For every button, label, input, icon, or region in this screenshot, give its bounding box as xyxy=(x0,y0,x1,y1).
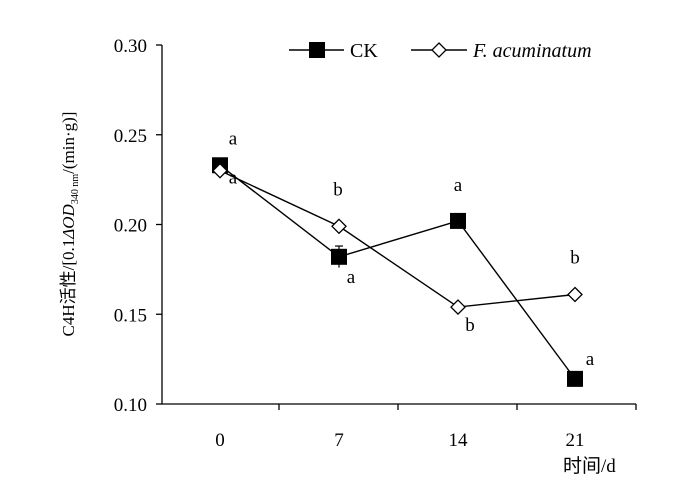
y-axis-ticks: 0.10 0.15 0.20 0.25 0.30 xyxy=(114,36,162,416)
y-tick-label: 0.25 xyxy=(114,126,147,147)
legend-fa-marker xyxy=(431,42,447,58)
legend-ck-label: CK xyxy=(350,40,378,62)
significance-label-fa: b xyxy=(465,315,475,336)
y-tick-label: 0.15 xyxy=(114,305,147,326)
legend: CK F. acuminatum xyxy=(289,40,592,62)
series-line-fa xyxy=(219,170,576,308)
significance-label-fa: a xyxy=(229,168,238,189)
significance-label-ck: a xyxy=(454,175,463,196)
data-point-fa xyxy=(331,218,347,235)
data-point-ck xyxy=(450,212,466,229)
data-point-ck xyxy=(331,248,347,265)
x-axis-ticks: 0 7 14 21 xyxy=(215,404,637,451)
significance-label-fa: b xyxy=(333,179,343,200)
significance-label-ck: a xyxy=(229,128,238,149)
significance-label-ck: a xyxy=(586,349,595,370)
x-tick-label: 21 xyxy=(566,430,585,451)
y-tick-label: 0.10 xyxy=(114,395,147,416)
series-line-ck xyxy=(219,164,576,380)
significance-label-fa: b xyxy=(570,248,580,269)
data-point-fa xyxy=(567,286,583,303)
axes xyxy=(161,45,636,405)
series-layer xyxy=(212,157,583,387)
x-tick-label: 0 xyxy=(215,430,225,451)
legend-fa-label: F. acuminatum xyxy=(472,40,592,62)
x-tick-label: 14 xyxy=(449,430,469,451)
data-point-ck xyxy=(567,370,583,387)
x-axis-label: 时间/d xyxy=(563,455,616,477)
significance-label-ck: a xyxy=(347,267,356,288)
svg-text:C4H活性/[0.1ΔOD340 nm/(min·g)]: C4H活性/[0.1ΔOD340 nm/(min·g)] xyxy=(59,112,81,337)
legend-ck-marker xyxy=(309,42,325,58)
y-tick-label: 0.20 xyxy=(114,216,147,237)
data-point-fa xyxy=(212,162,228,179)
x-tick-label: 7 xyxy=(334,430,344,451)
y-tick-label: 0.30 xyxy=(114,36,147,57)
data-point-fa xyxy=(450,299,466,315)
y-axis-label: C4H活性/[0.1ΔOD340 nm/(min·g)] xyxy=(59,112,81,337)
